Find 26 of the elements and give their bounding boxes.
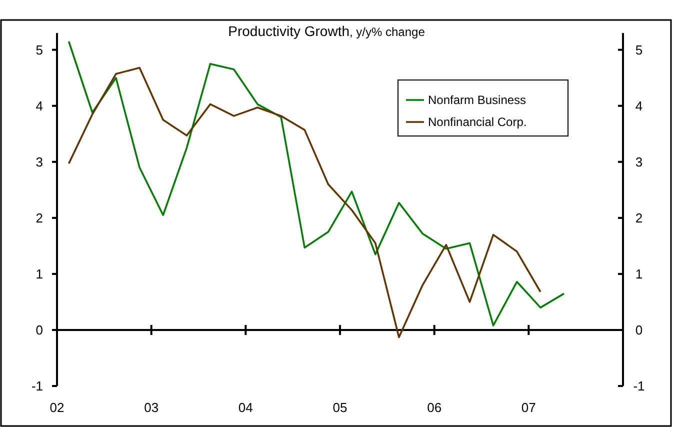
y-tick-label: 2 [36,210,43,226]
y-tick-label: 3 [36,154,43,170]
line-series [68,40,565,326]
y2-tick-label: 3 [635,154,643,170]
y2-tick-label: 1 [635,266,643,282]
x-tick-label: 03 [144,400,159,415]
y2-tick-label: -1 [633,378,645,394]
chart-subtitle: , y/y% change [350,25,426,39]
y2-tick-label: 4 [635,98,643,114]
line-series [68,66,542,338]
x-tick-label: 06 [427,400,442,415]
y-tick-label: 1 [36,266,43,282]
y2-tick-label: 5 [635,42,643,58]
legend-label: Nonfarm Business [428,93,526,108]
legend-label: Nonfinancial Corp. [428,115,527,130]
y-tick-label: -1 [31,378,43,394]
y2-tick-label: 2 [635,210,643,226]
x-tick-label: 07 [521,400,536,415]
y-tick-label: 4 [36,98,43,114]
x-tick-label: 04 [238,400,253,415]
x-tick-label: 02 [50,400,64,415]
y-tick-label: 0 [36,322,43,338]
chart-title: Productivity Growth [228,23,350,39]
y-tick-label: 5 [36,42,43,58]
y2-tick-label: 0 [635,322,643,338]
x-tick-label: 05 [332,400,348,415]
